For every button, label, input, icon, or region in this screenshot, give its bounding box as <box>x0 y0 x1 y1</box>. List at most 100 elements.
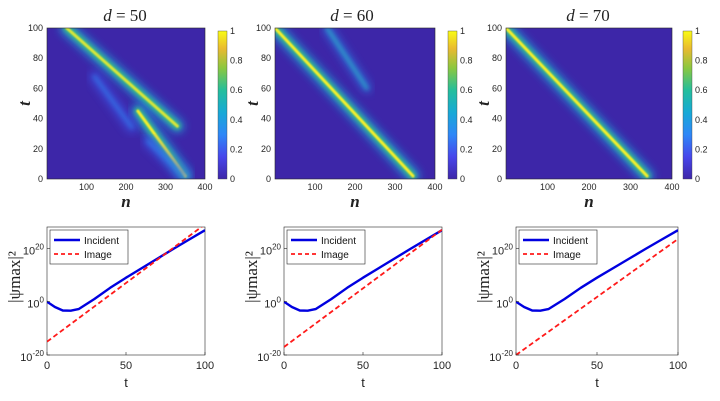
legend-label-image: Image <box>553 250 581 261</box>
legend: Incident Image <box>286 229 366 265</box>
line-y-tick-label: 100 <box>264 296 281 311</box>
heatmap-y-tick-label: 100 <box>256 23 271 33</box>
colorbar <box>447 30 458 180</box>
line-x-tick-label: 100 <box>196 360 214 372</box>
heatmap-track-reflected-weak <box>142 136 191 179</box>
heatmap-track-incident <box>60 28 184 133</box>
heatmap-x-tick-label: 100 <box>540 182 555 192</box>
line-y-axis-label: |ψmax|² <box>474 251 493 303</box>
legend: Incident Image <box>518 229 598 265</box>
legend: Incident Image <box>49 229 129 265</box>
colorbar-tick-label: 0.2 <box>695 144 708 154</box>
heatmap-y-tick-label: 40 <box>261 114 271 124</box>
colorbar-tick-label: 0.6 <box>230 85 243 95</box>
colorbar-tick-label: 1 <box>230 26 235 36</box>
heatmap-y-tick-label: 20 <box>261 144 271 154</box>
heatmap-y-tick-label: 100 <box>28 23 43 33</box>
heatmap-panel-60: 100 200 300 400 0 20 40 60 80 100 n t d = 60 0 0.2 0.4 0… <box>243 6 473 211</box>
line-y-tick-label: 1020 <box>492 242 514 257</box>
colorbar-tick-label: 0.6 <box>460 85 473 95</box>
heatmap-x-tick-label: 400 <box>197 182 212 192</box>
heatmap-title: d = 70 <box>566 6 610 25</box>
heatmap-x-tick-label: 100 <box>79 182 94 192</box>
heatmap-title: d = 50 <box>103 6 147 25</box>
line-x-tick-label: 50 <box>120 360 132 372</box>
line-y-tick-label: 10-20 <box>20 349 44 364</box>
line-x-tick-label: 0 <box>44 360 50 372</box>
colorbar-tick-label: 0 <box>230 174 235 184</box>
line-y-axis-label: |ψmax|² <box>242 251 261 303</box>
line-y-tick-label: 1020 <box>260 242 282 257</box>
heatmap-x-axis-label: n <box>350 192 359 211</box>
line-y-tick-label: 1020 <box>23 242 45 257</box>
heatmap-y-tick-label: 80 <box>492 53 502 63</box>
heatmap-x-tick-label: 200 <box>347 182 362 192</box>
heatmap-y-tick-label: 80 <box>33 53 43 63</box>
heatmap-background <box>47 28 205 179</box>
line-panel-3: 0 50 100 1020 100 10-20 t |ψmax|² Incident Image <box>474 226 687 390</box>
heatmap-y-tick-label: 20 <box>492 144 502 154</box>
line-y-tick-label: 100 <box>27 296 44 311</box>
heatmap-x-tick-label: 400 <box>427 182 442 192</box>
heatmap-y-tick-label: 60 <box>33 83 43 93</box>
legend-label-image: Image <box>84 250 112 261</box>
series-line-image <box>47 227 203 343</box>
heatmap-panel-50: 100 200 300 400 0 20 40 60 80 100 n t d = 50 0 0.2 0.4 0… <box>15 6 243 211</box>
line-y-tick-label: 10-20 <box>257 349 281 364</box>
heatmap-track-image <box>89 71 137 133</box>
legend-label-image: Image <box>321 250 349 261</box>
colorbar-tick-label: 0 <box>460 174 465 184</box>
heatmap-x-axis-label: n <box>121 192 130 211</box>
line-y-axis-label: |ψmax|² <box>5 251 24 303</box>
colorbar-tick-label: 0.8 <box>695 56 708 66</box>
colorbar-tick-label: 1 <box>695 26 700 36</box>
heatmap-y-axis-label: t <box>243 100 262 106</box>
heatmap-y-tick-label: 0 <box>38 174 43 184</box>
heatmap-track-image <box>323 28 371 93</box>
heatmap-y-tick-label: 80 <box>261 53 271 63</box>
colorbar-tick-label: 0.4 <box>695 115 708 125</box>
line-x-axis-label: t <box>595 375 599 390</box>
heatmap-y-tick-label: 20 <box>33 144 43 154</box>
line-panel-1: 0 50 100 1020 100 10-20 t |ψmax|² Incident Image <box>5 226 214 390</box>
colorbar-tick-label: 0.2 <box>230 144 243 154</box>
legend-label-incident: Incident <box>84 236 119 247</box>
colorbar-tick-label: 0.4 <box>460 115 473 125</box>
line-x-tick-label: 0 <box>281 360 287 372</box>
line-panel-2: 0 50 100 1020 100 10-20 t |ψmax|² Incident Image <box>242 226 451 390</box>
heatmap-x-tick-label: 300 <box>387 182 402 192</box>
heatmap-x-tick-label: 400 <box>664 182 679 192</box>
colorbar-tick-label: 0.2 <box>460 144 473 154</box>
heatmap-x-tick-label: 300 <box>158 182 173 192</box>
colorbar-tick-label: 0.6 <box>695 85 708 95</box>
line-x-axis-label: t <box>361 375 365 390</box>
series-line-image <box>516 238 678 355</box>
heatmap-y-tick-label: 100 <box>487 23 502 33</box>
heatmap-y-axis-label: t <box>474 100 493 106</box>
series-line-incident <box>516 229 678 312</box>
line-x-axis-label: t <box>124 375 128 390</box>
colorbar-tick-label: 0.8 <box>230 56 243 66</box>
colorbar-tick-label: 0 <box>695 174 700 184</box>
heatmap-frame <box>274 27 436 180</box>
heatmap-x-tick-label: 200 <box>118 182 133 192</box>
heatmap-frame <box>46 27 206 180</box>
colorbar <box>682 30 693 180</box>
heatmap-title: d = 60 <box>330 6 374 25</box>
legend-label-incident: Incident <box>553 236 588 247</box>
heatmap-y-tick-label: 60 <box>261 83 271 93</box>
line-x-tick-label: 50 <box>357 360 369 372</box>
line-x-tick-label: 100 <box>669 360 687 372</box>
heatmap-y-tick-label: 40 <box>492 114 502 124</box>
heatmap-y-tick-label: 60 <box>492 83 502 93</box>
heatmap-track-incident <box>275 28 420 179</box>
line-y-tick-label: 100 <box>496 296 513 311</box>
series-line-incident <box>284 229 442 312</box>
line-x-tick-label: 50 <box>591 360 603 372</box>
series-line-image <box>284 228 442 348</box>
colorbar-tick-label: 1 <box>460 26 465 36</box>
colorbar-tick-label: 0.8 <box>460 56 473 66</box>
heatmap-x-tick-label: 300 <box>623 182 638 192</box>
heatmap-y-axis-label: t <box>15 100 34 106</box>
